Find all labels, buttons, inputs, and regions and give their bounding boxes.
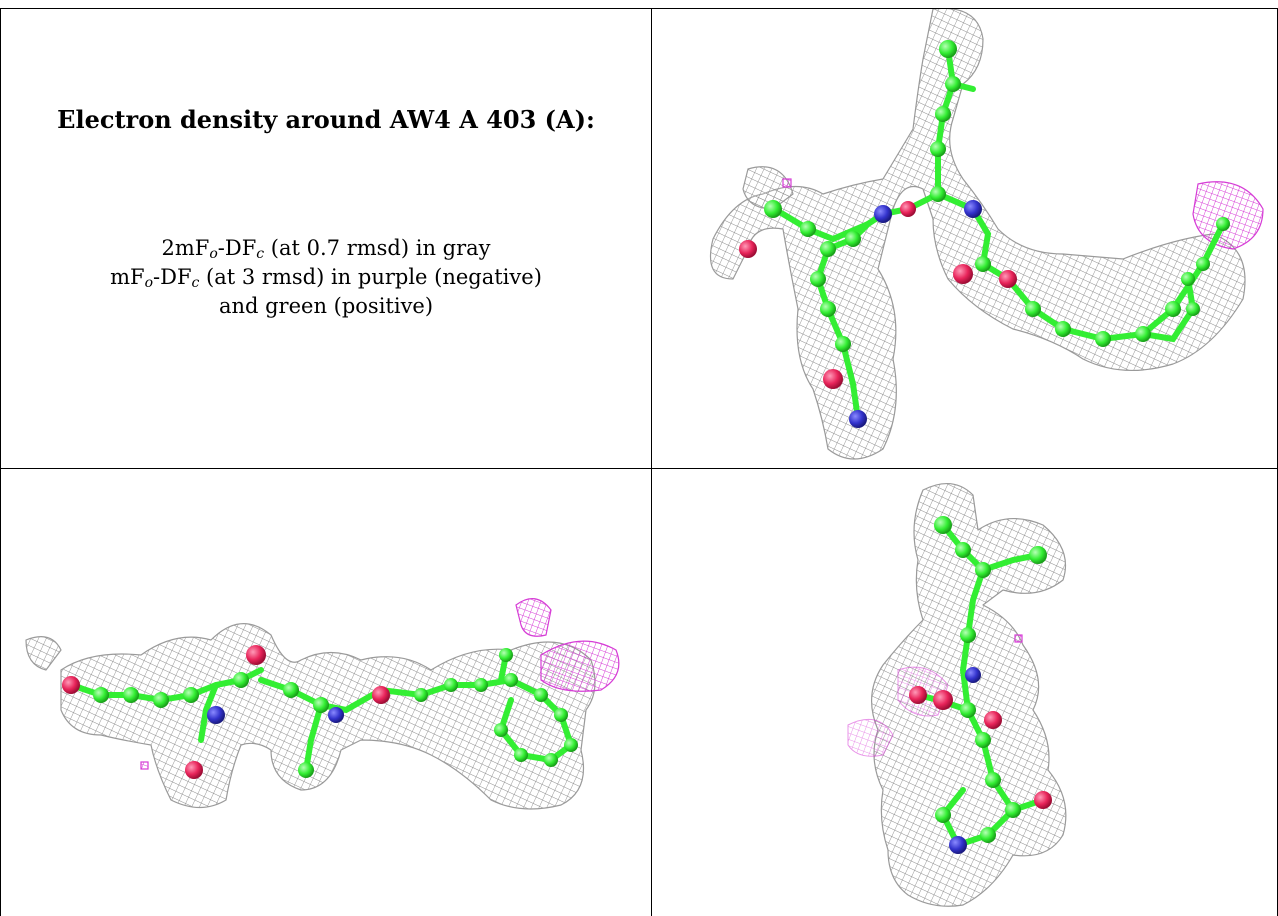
density-mesh-view-2-icon [25,598,620,810]
density-view-1 [653,9,1277,468]
table-border-middle-vertical [651,8,652,916]
table-border-middle-horizontal [0,468,1278,469]
legend-line-2mfo: 2mFo-DFc (at 0.7 rmsd) in gray [161,236,491,262]
density-view-2 [1,470,651,916]
density-view-3 [653,470,1277,916]
density-mesh-view-1-icon [709,9,1264,460]
density-mesh-view-3-icon [847,483,1067,907]
legend-line-colors: and green (positive) [218,294,434,318]
legend-line-mfo: mFo-DFc (at 3 rmsd) in purple (negative) [110,265,542,291]
table-border-left [0,8,1,916]
legend-panel: Electron density around AW4 A 403 (A): 2… [1,9,651,468]
table-border-top [0,8,1278,9]
panel-title: Electron density around AW4 A 403 (A): [57,105,595,134]
map-legend: 2mFo-DFc (at 0.7 rmsd) in gray mFo-DFc (… [1,234,651,321]
